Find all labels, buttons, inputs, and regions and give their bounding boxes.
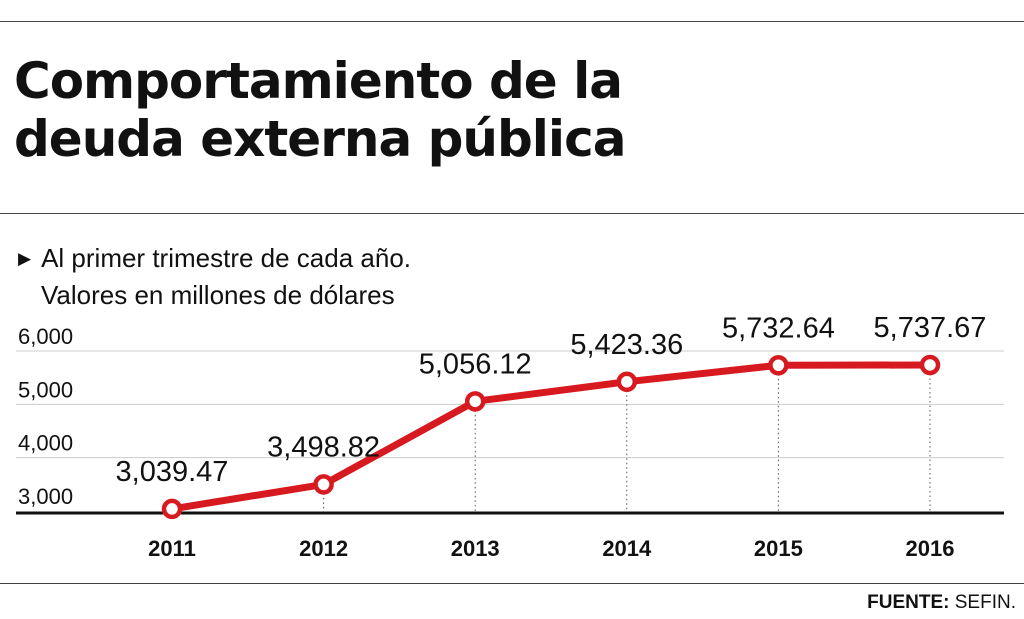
source-value: SEFIN. bbox=[949, 592, 1016, 613]
y-tick-label: 6,000 bbox=[18, 324, 73, 349]
x-tick-label: 2014 bbox=[602, 536, 652, 561]
series-line bbox=[168, 361, 934, 513]
y-tick-label: 3,000 bbox=[18, 484, 73, 509]
x-tick-label: 2015 bbox=[754, 536, 803, 561]
data-point bbox=[313, 474, 334, 495]
chart-subtitle: ▶ Al primer trimestre de cada año. Valore… bbox=[18, 240, 411, 313]
data-label: 5,737.67 bbox=[874, 312, 987, 344]
x-tick-label: 2016 bbox=[906, 536, 955, 561]
data-label: 5,732.64 bbox=[722, 312, 835, 344]
data-labels: 3,039.47 3,498.82 5,056.12 5,423.36 5,732.64… bbox=[116, 312, 987, 488]
data-point bbox=[919, 354, 941, 376]
grid-lines bbox=[16, 350, 1004, 459]
top-rule bbox=[0, 21, 1024, 22]
data-label: 5,423.36 bbox=[570, 329, 683, 361]
data-point bbox=[768, 355, 789, 376]
data-point bbox=[464, 391, 486, 412]
data-label: 5,056.12 bbox=[419, 348, 532, 380]
data-label: 3,498.82 bbox=[267, 431, 380, 463]
triangle-right-icon: ▶ bbox=[18, 249, 32, 268]
x-axis-ticks: 2011 2012 2013 2014 2015 2016 bbox=[148, 536, 954, 561]
title-line-1: Comportamiento de la bbox=[14, 52, 623, 110]
x-tick-label: 2011 bbox=[148, 536, 196, 561]
y-tick-label: 5,000 bbox=[18, 377, 73, 402]
title-divider bbox=[0, 213, 1024, 214]
data-label: 3,039.47 bbox=[116, 456, 229, 488]
subtitle-line-2: Valores en millones de dólares bbox=[41, 280, 395, 310]
y-axis-ticks: 3,000 4,000 5,000 6,000 bbox=[18, 324, 73, 509]
data-guide-lines bbox=[323, 364, 931, 511]
source-note: FUENTE: SEFIN. bbox=[867, 592, 1016, 614]
bottom-rule bbox=[0, 583, 1024, 584]
data-point bbox=[161, 498, 183, 520]
title-line-2: deuda externa pública bbox=[14, 110, 626, 168]
data-point bbox=[616, 371, 638, 393]
x-tick-label: 2013 bbox=[451, 536, 500, 561]
data-points bbox=[161, 354, 941, 520]
chart-title: Comportamiento de la deuda externa públi… bbox=[14, 52, 774, 168]
subtitle-line-1: Al primer trimestre de cada año. bbox=[41, 243, 412, 273]
x-tick-label: 2012 bbox=[299, 536, 348, 561]
source-label: FUENTE: bbox=[867, 592, 950, 613]
y-tick-label: 4,000 bbox=[18, 431, 73, 456]
